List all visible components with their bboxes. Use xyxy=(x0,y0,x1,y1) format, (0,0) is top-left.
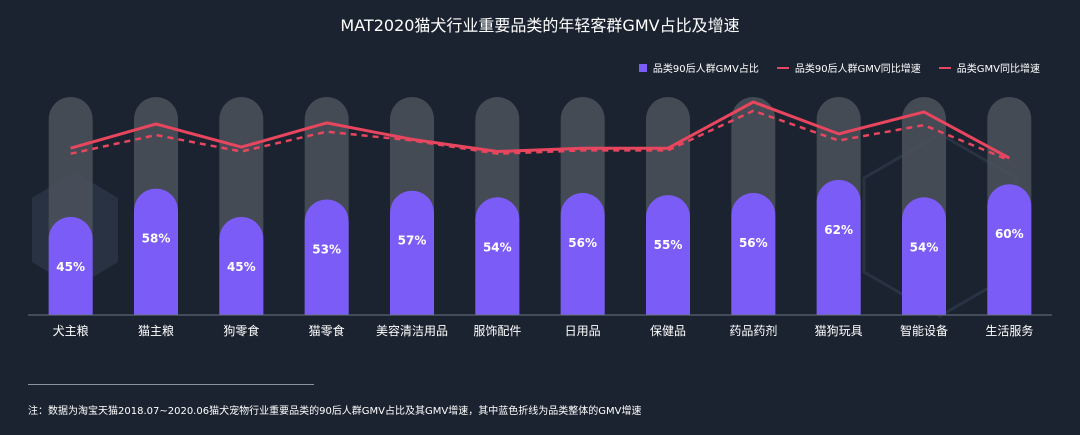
bar-value-label: 45% xyxy=(56,260,85,274)
x-tick-label: 日用品 xyxy=(565,324,601,338)
bar xyxy=(134,188,178,315)
footnote: 注：数据为淘宝天猫2018.07~2020.06猫犬宠物行业重要品类的90后人群… xyxy=(28,406,642,417)
bar-value-label: 54% xyxy=(483,240,512,254)
bar xyxy=(902,197,946,315)
bar xyxy=(390,190,434,315)
x-tick-label: 保健品 xyxy=(650,324,686,338)
bar-value-label: 57% xyxy=(398,234,427,248)
bar xyxy=(560,192,605,315)
bar-value-label: 56% xyxy=(739,236,768,250)
bar-value-label: 53% xyxy=(312,242,341,256)
line-series-90s-growth xyxy=(70,100,1011,160)
bar xyxy=(475,197,520,315)
bar-value-label: 58% xyxy=(142,232,171,246)
bar-value-label: 60% xyxy=(995,227,1024,241)
x-tick-label: 猫主粮 xyxy=(138,323,174,338)
bar xyxy=(731,192,776,315)
bar xyxy=(987,184,1032,315)
legend-item-growth-90s: 品类90后人群GMV同比增速 xyxy=(776,60,921,75)
bar xyxy=(48,216,93,315)
bar-value-label: 45% xyxy=(227,260,256,274)
x-tick-label: 猫零食 xyxy=(309,323,345,338)
bar xyxy=(219,216,264,315)
bar xyxy=(816,179,861,315)
legend: 品类90后人群GMV占比 品类90后人群GMV同比增速 品类GMV同比增速 xyxy=(638,60,1040,75)
bar-value-label: 55% xyxy=(654,238,683,252)
x-tick-label: 美容清洁用品 xyxy=(376,323,448,338)
legend-swatch-solid-line xyxy=(776,66,789,69)
bar-value-label: 54% xyxy=(910,240,939,254)
legend-label-share: 品类90后人群GMV占比 xyxy=(652,64,759,75)
x-tick-label: 药品药剂 xyxy=(729,323,777,338)
legend-swatch-dashed-line xyxy=(938,66,951,69)
legend-item-growth-all: 品类GMV同比增速 xyxy=(938,60,1040,75)
x-tick-label: 智能设备 xyxy=(900,323,948,338)
x-tick-label: 猫狗玩具 xyxy=(815,324,863,338)
legend-swatch-bar xyxy=(638,63,647,72)
x-tick-label: 狗零食 xyxy=(223,323,259,338)
x-tick-label: 服饰配件 xyxy=(473,324,521,338)
x-tick-label: 生活服务 xyxy=(985,323,1033,338)
bar-value-label: 62% xyxy=(824,223,853,237)
line-series-category-growth xyxy=(70,109,1010,162)
legend-item-share: 品类90后人群GMV占比 xyxy=(638,60,759,75)
bar xyxy=(646,195,690,315)
x-tick-label: 犬主粮 xyxy=(53,323,89,338)
bar xyxy=(304,199,349,315)
chart-title: MAT2020猫犬行业重要品类的年轻客群GMV占比及增速 xyxy=(340,16,740,35)
legend-label-growth-all: 品类GMV同比增速 xyxy=(956,64,1040,75)
legend-label-growth-90s: 品类90后人群GMV同比增速 xyxy=(794,64,921,75)
note-divider xyxy=(28,384,314,385)
bar-value-label: 56% xyxy=(568,236,597,250)
